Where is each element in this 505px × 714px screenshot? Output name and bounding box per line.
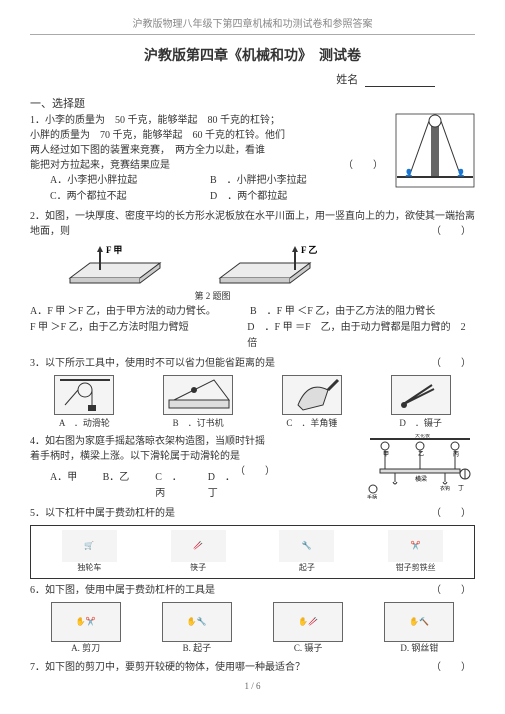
svg-text:衣钩: 衣钩 — [440, 485, 450, 492]
q1-line4: 能把对方拉起来，竞赛结果应是（ ） — [30, 158, 387, 173]
question-7: 7．如下图的剪刀中，要剪开较硬的物体，使用哪一种最适合？（ ） — [30, 660, 475, 675]
svg-text:横梁: 横梁 — [415, 475, 427, 483]
svg-text:👤: 👤 — [457, 168, 466, 177]
question-4: 4．如右图为家庭手摇起落晾衣架构造图，当顺时针摇 着手柄时，横梁上涨。以下滑轮属… — [30, 434, 475, 502]
q6-fig-c: ✋🥢 C. 镊子 — [273, 602, 343, 656]
q2-opt-d: D ．F 甲 ＝F 乙，由于动力臂都是阻力臂的 2 倍 — [247, 320, 475, 352]
svg-text:天花板: 天花板 — [415, 434, 430, 439]
header-rule — [30, 34, 475, 35]
name-row: 姓名 — [30, 71, 475, 87]
question-1: 1．小李的质量为 50 千克，能够举起 80 千克的杠铃； 小胖的质量为 70 … — [30, 113, 475, 205]
q2-opt-c: F 甲 ＞F 乙，由于乙方法时阻力臂短 — [30, 320, 227, 352]
svg-text:F 乙: F 乙 — [301, 245, 317, 255]
name-line — [365, 86, 435, 87]
q1-figure: 👤 👤 — [395, 113, 475, 205]
q1-opt-c: C．两个都拉不起 — [50, 189, 190, 205]
section-1-title: 一、选择题 — [30, 95, 475, 111]
page-footer: 1 / 6 — [30, 681, 475, 691]
page-title: 沪教版第四章《机械和功》 测试卷 — [30, 45, 475, 65]
q2-fig-b: F 乙 — [210, 243, 320, 288]
q5-lab-a: 独轮车 — [62, 562, 117, 574]
question-6: 6．如下图，使用中属于费劲杠杆的工具是（ ） ✋✂️ A. 剪刀 ✋🔧 B. 起… — [30, 583, 475, 656]
q4-line1: 4．如右图为家庭手摇起落晾衣架构造图，当顺时针摇 — [30, 434, 365, 449]
q4-opt-d: D ．丁 — [208, 470, 235, 502]
q2-stem: 2．如图，一块厚度、密度平均的长方形水泥板放在水平川面上，用一竖直向上的力，欲使… — [30, 209, 475, 239]
q6-fig-a: ✋✂️ A. 剪刀 — [51, 602, 121, 656]
svg-text:丙: 丙 — [453, 451, 459, 458]
q1-line1: 1．小李的质量为 50 千克，能够举起 80 千克的杠铃； — [30, 113, 387, 128]
svg-text:丁: 丁 — [458, 485, 464, 492]
svg-text:甲: 甲 — [383, 451, 389, 458]
q3-opt-c: C ．羊角锤 — [282, 417, 342, 431]
svg-text:F 甲: F 甲 — [106, 245, 122, 255]
q6-opt-b: B. 起子 — [162, 642, 232, 656]
q1-line3: 两人经过如下图的装置来竞赛， 两方全力以赴，看谁 — [30, 143, 387, 158]
page: 沪教版物理八年级下第四章机械和功测试卷和参照答案 沪教版第四章《机械和功》 测试… — [0, 0, 505, 701]
svg-text:乙: 乙 — [418, 451, 424, 458]
q4-line2: 着手柄时，横梁上涨。以下滑轮属于动滑轮的是（ ） — [30, 449, 365, 464]
q3-opt-d: D ．镊子 — [391, 417, 451, 431]
svg-text:手柄: 手柄 — [367, 494, 377, 499]
q5-lab-c: 起子 — [279, 562, 334, 574]
q1-opt-d: D ．两个都拉起 — [210, 189, 287, 205]
q3-opt-b: B ．订书机 — [163, 417, 233, 431]
question-5: 5．以下杠杆中属于费劲杠杆的是（ ） 🛒 独轮车 🥢 筷子 🔧 起子 ✂️ 钳子… — [30, 506, 475, 579]
q5-stem: 5．以下杠杆中属于费劲杠杆的是（ ） — [30, 506, 475, 521]
q3-fig-a — [54, 375, 114, 415]
q4-figure: 天花板 甲 乙 丙 横梁 丁 手柄 衣钩 — [365, 434, 475, 502]
q3-fig-b — [163, 375, 233, 415]
q4-opt-c: C ．丙 — [155, 470, 188, 502]
q4-opt-b: B．乙 — [103, 470, 136, 502]
question-3: 3．以下所示工具中，使用时不可以省力但能省距离的是（ ） — [30, 356, 475, 431]
running-header: 沪教版物理八年级下第四章机械和功测试卷和参照答案 — [30, 15, 475, 30]
q6-fig-b: ✋🔧 B. 起子 — [162, 602, 232, 656]
q2-caption: 第 2 题图 — [0, 290, 475, 304]
q5-lab-b: 筷子 — [171, 562, 226, 574]
q6-stem: 6．如下图，使用中属于费劲杠杆的工具是（ ） — [30, 583, 475, 598]
q1-opt-a: A．小李把小胖拉起 — [50, 173, 190, 189]
name-label: 姓名 — [336, 74, 358, 86]
q6-opt-a: A. 剪刀 — [51, 642, 121, 656]
svg-text:👤: 👤 — [405, 168, 414, 177]
q6-fig-d: ✋🔨 D. 钢丝钳 — [384, 602, 454, 656]
q2-opt-a: A．F 甲 ＞F 乙，由于甲方法的动力臂长。 — [30, 304, 230, 320]
q3-stem: 3．以下所示工具中，使用时不可以省力但能省距离的是（ ） — [30, 356, 475, 371]
q5-figure-box: 🛒 独轮车 🥢 筷子 🔧 起子 ✂️ 钳子剪铁丝 — [30, 525, 475, 579]
q3-opt-a: A ．动滑轮 — [54, 417, 114, 431]
q3-fig-c — [282, 375, 342, 415]
question-2: 2．如图，一块厚度、密度平均的长方形水泥板放在水平川面上，用一竖直向上的力，欲使… — [30, 209, 475, 352]
q6-opt-c: C. 镊子 — [273, 642, 343, 656]
q2-opt-b: B ．F 甲 ＜F 乙，由于乙方法的阻力臂长 — [250, 304, 435, 320]
q3-fig-d — [391, 375, 451, 415]
q1-opt-b: B ．小胖把小李拉起 — [210, 173, 307, 189]
q2-fig-a: F 甲 — [60, 243, 170, 288]
q6-opt-d: D. 钢丝钳 — [384, 642, 454, 656]
q4-opt-a: A．甲 — [50, 470, 83, 502]
q1-line2: 小胖的质量为 70 千克，能够举起 60 千克的杠铃。他们 — [30, 128, 387, 143]
q7-stem: 7．如下图的剪刀中，要剪开较硬的物体，使用哪一种最适合？（ ） — [30, 660, 475, 675]
q5-lab-d: 钳子剪铁丝 — [388, 562, 443, 574]
